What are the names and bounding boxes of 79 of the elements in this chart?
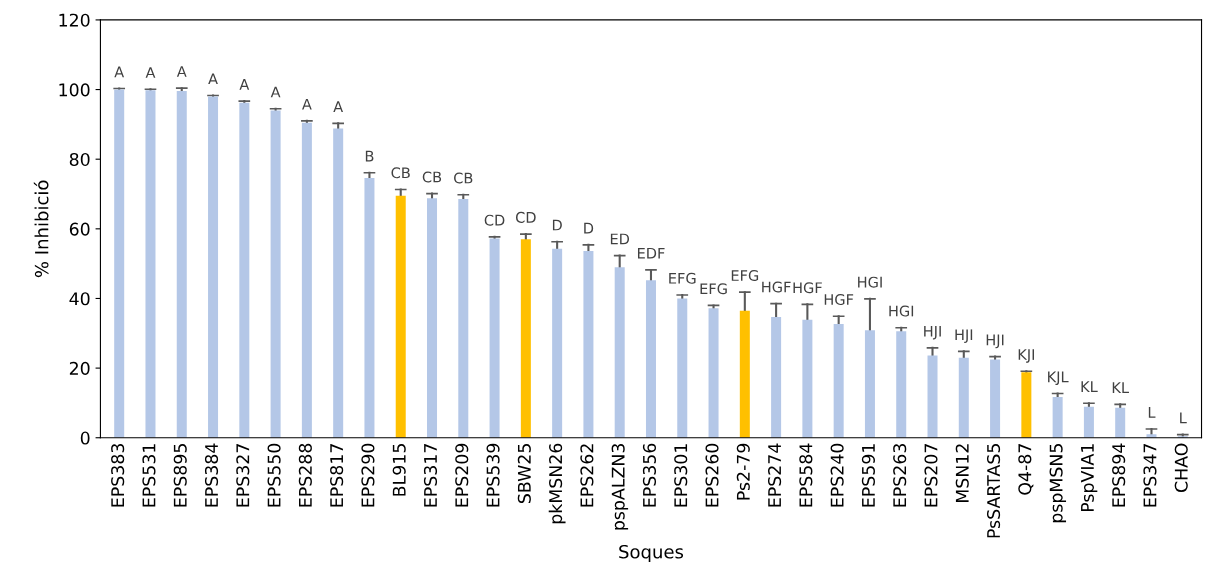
annotation: EFG	[731, 270, 759, 282]
x-tick-label: MSN12	[955, 444, 969, 502]
x-axis-title: Soques	[619, 544, 684, 563]
x-tick-label: EPS288	[298, 443, 312, 507]
annotation: CD	[515, 211, 536, 223]
annotation: HJI	[924, 325, 941, 340]
annotation: HGF	[793, 282, 822, 294]
y-tick-label: 40	[69, 292, 90, 306]
annotation: A	[145, 67, 156, 78]
x-tick-label: EPS584	[799, 443, 813, 507]
annotation: D	[552, 219, 562, 231]
y-tick-label: 120	[59, 13, 90, 27]
annotation: HJI	[955, 329, 973, 343]
y-tick-label: 20	[69, 361, 90, 375]
x-tick-label: EPS539	[486, 443, 500, 507]
x-tick-label: EPS347	[1143, 444, 1157, 507]
x-tick-label: EPS274	[768, 443, 782, 507]
annotation: D	[584, 222, 594, 234]
annotation: CB	[391, 167, 410, 179]
y-tick-label: 80	[69, 152, 90, 167]
x-tick-label: PsSARTAS5	[986, 444, 1001, 538]
x-tick-label: EPS317	[423, 444, 438, 507]
annotation: A	[208, 73, 218, 85]
x-tick-label: EPS817	[330, 444, 344, 507]
x-tick-label: EPS383	[111, 444, 125, 507]
annotation: EDF	[638, 247, 665, 259]
x-tick-label: EPS207	[924, 444, 938, 507]
x-tick-label: Q4-87	[1018, 444, 1034, 495]
annotation: ED	[610, 233, 630, 245]
annotation: CB	[454, 172, 473, 184]
x-tick-label: EPS895	[173, 444, 187, 507]
x-tick-label: PspVIA1	[1081, 444, 1098, 512]
annotation: HGI	[889, 305, 914, 317]
x-tick-label: EPS260	[705, 443, 719, 507]
x-tick-label: EPS262	[580, 444, 594, 507]
x-tick-label: pspMSN5	[1049, 444, 1067, 523]
annotation: HGI	[858, 276, 882, 288]
annotation: KJI	[1018, 349, 1034, 363]
x-tick-label: EPS550	[267, 443, 281, 507]
annotation: EFG	[669, 272, 696, 284]
x-tick-label: EPS531	[142, 444, 156, 507]
y-tick-label: 0	[80, 431, 90, 445]
y-axis-title: % Inhibició	[33, 180, 49, 278]
x-tick-label: CHAO	[1174, 443, 1188, 493]
x-tick-label: BL915	[392, 444, 406, 496]
x-tick-label: SBW25	[517, 444, 531, 504]
x-tick-label: Ps2-79	[736, 443, 750, 500]
annotation: KJL	[1048, 371, 1069, 386]
x-tick-label: EPS290	[361, 443, 375, 507]
annotation: HGF	[824, 294, 854, 306]
x-tick-label: EPS209	[455, 443, 469, 507]
annotation: L	[1148, 407, 1156, 418]
x-tick-label: EPS263	[893, 444, 907, 507]
annotation: A	[176, 66, 187, 77]
x-tick-label: EPS240	[830, 443, 844, 507]
annotation: A	[333, 101, 344, 112]
y-tick-label: 100	[59, 83, 90, 97]
x-tick-label: pkMSN26	[548, 443, 566, 524]
annotation: CD	[484, 214, 505, 226]
annotation: B	[365, 150, 374, 162]
annotation: KL	[1081, 381, 1098, 392]
annotation: EFG	[700, 283, 727, 295]
x-tick-label: EPS356	[642, 443, 657, 507]
annotation: A	[302, 98, 312, 110]
x-tick-label: EPS301	[674, 444, 688, 507]
x-tick-label: EPS894	[1112, 443, 1126, 507]
annotation: A	[239, 79, 250, 90]
annotation: HGF	[762, 281, 791, 293]
annotation: A	[114, 66, 125, 78]
x-tick-label: EPS591	[861, 444, 875, 507]
x-tick-label: EPS384	[204, 443, 219, 507]
annotation: HJI	[986, 334, 1004, 349]
annotation: CB	[422, 171, 442, 183]
x-tick-label: EPS327	[236, 444, 250, 507]
y-tick-label: 60	[69, 222, 90, 236]
x-tick-label: pspALZN3	[611, 444, 629, 530]
annotation: L	[1180, 412, 1187, 424]
annotation: KL	[1112, 382, 1129, 393]
annotation: A	[270, 86, 281, 98]
